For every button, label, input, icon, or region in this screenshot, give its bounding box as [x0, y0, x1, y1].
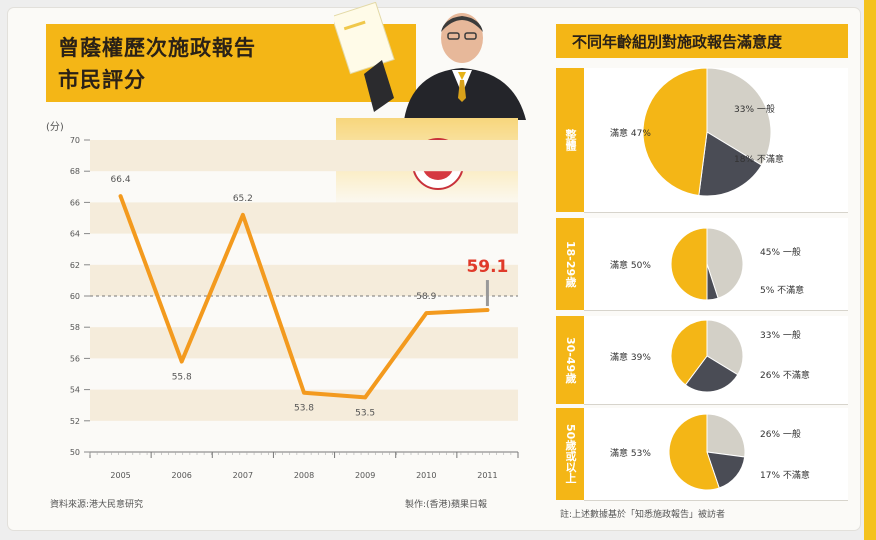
pie-slice — [642, 67, 708, 197]
grid-band — [90, 327, 518, 359]
slice-label-satisfied: 滿意 39% — [610, 351, 651, 363]
y-tick-label: 70 — [70, 136, 80, 145]
data-point — [118, 194, 123, 198]
x-tick-label: 2005 — [110, 471, 130, 480]
data-label: 65.2 — [233, 194, 253, 204]
data-point — [424, 311, 429, 315]
y-tick-label: 56 — [70, 354, 80, 363]
data-point — [302, 390, 306, 395]
chart-title-line1: 曾蔭權歷次施政報告 — [58, 36, 256, 60]
grid-band — [90, 389, 518, 421]
x-tick-label: 2008 — [294, 471, 314, 480]
y-tick-label: 52 — [70, 417, 80, 426]
y-tick-label: 58 — [70, 323, 80, 332]
pie-slice — [698, 131, 763, 197]
slice-label-satisfied: 滿意 50% — [610, 259, 651, 271]
group-tab-50-plus: 50歲或以上 — [556, 408, 584, 500]
pie-footnote: 註:上述數據基於「知悉施政報告」被訪者 — [560, 510, 726, 520]
slice-label-neutral: 45% 一般 — [760, 246, 801, 258]
chart-title-box: 曾蔭權歷次施政報告 市民評分 — [46, 24, 416, 102]
slice-label-neutral: 33% 一般 — [734, 103, 775, 115]
data-point — [179, 359, 184, 364]
pie-slice — [706, 227, 744, 299]
x-tick-label: 2011 — [477, 471, 497, 480]
chart-title-line2: 市民評分 — [58, 68, 146, 92]
data-label: 53.8 — [294, 404, 314, 414]
group-label: 30-49歲 — [564, 336, 577, 384]
data-point — [485, 308, 490, 312]
pie-slice — [706, 413, 746, 458]
slice-label-neutral: 33% 一般 — [760, 329, 801, 341]
data-point — [363, 395, 367, 400]
x-tick-label: 2006 — [172, 471, 192, 480]
speaker-photo — [334, 2, 526, 120]
pie-slice — [670, 319, 708, 386]
y-tick-label: 54 — [70, 386, 80, 395]
source-note: 資料來源:港大民意研究 — [50, 500, 144, 510]
slice-label-dissatisfied: 17% 不滿意 — [760, 469, 810, 481]
grid-band — [90, 202, 518, 234]
data-label: 66.4 — [111, 175, 131, 185]
highlight-value: 59.1 — [466, 257, 508, 277]
y-tick-label: 60 — [70, 292, 80, 301]
group-label: 18-29歲 — [564, 240, 577, 288]
pie-slice — [684, 355, 739, 393]
y-unit-label: (分) — [46, 122, 64, 133]
x-tick-label: 2009 — [355, 471, 375, 480]
group-tab-30-49: 30-49歲 — [556, 316, 584, 404]
pie-slice — [670, 227, 708, 301]
y-tick-label: 50 — [70, 448, 80, 457]
slice-label-satisfied: 滿意 47% — [610, 127, 651, 139]
y-tick-label: 64 — [70, 230, 80, 239]
y-tick-label: 68 — [70, 167, 80, 176]
page-edge-stripe — [864, 0, 876, 540]
credit-note: 製作:(香港)蘋果日報 — [405, 500, 488, 510]
pie-section-title: 不同年齡組別對施政報告滿意度 — [556, 24, 848, 58]
group-tab-18-29: 18-29歲 — [556, 218, 584, 310]
x-tick-label: 2010 — [416, 471, 436, 480]
group-label: 整體 — [564, 129, 577, 151]
data-label: 53.5 — [355, 408, 375, 418]
grid-band — [90, 140, 518, 172]
data-point — [241, 213, 245, 217]
group-tab-overall: 整體 — [556, 68, 584, 212]
slice-label-neutral: 26% 一般 — [760, 428, 801, 440]
x-tick-label: 2007 — [233, 471, 253, 480]
slice-label-satisfied: 滿意 53% — [610, 447, 651, 459]
y-tick-label: 62 — [70, 261, 80, 270]
data-label: 55.8 — [172, 373, 192, 383]
slice-label-dissatisfied: 26% 不滿意 — [760, 369, 810, 381]
pie-slice — [668, 413, 720, 491]
y-tick-label: 66 — [70, 198, 80, 207]
pie-slice — [706, 67, 772, 166]
grid-band — [90, 264, 518, 296]
group-label: 50歲或以上 — [564, 424, 577, 484]
slice-label-dissatisfied: 18% 不滿意 — [734, 153, 784, 165]
data-label: 58.9 — [416, 292, 436, 302]
slice-label-dissatisfied: 5% 不滿意 — [760, 284, 804, 296]
pie-section-title-text: 不同年齡組別對施政報告滿意度 — [572, 33, 783, 51]
